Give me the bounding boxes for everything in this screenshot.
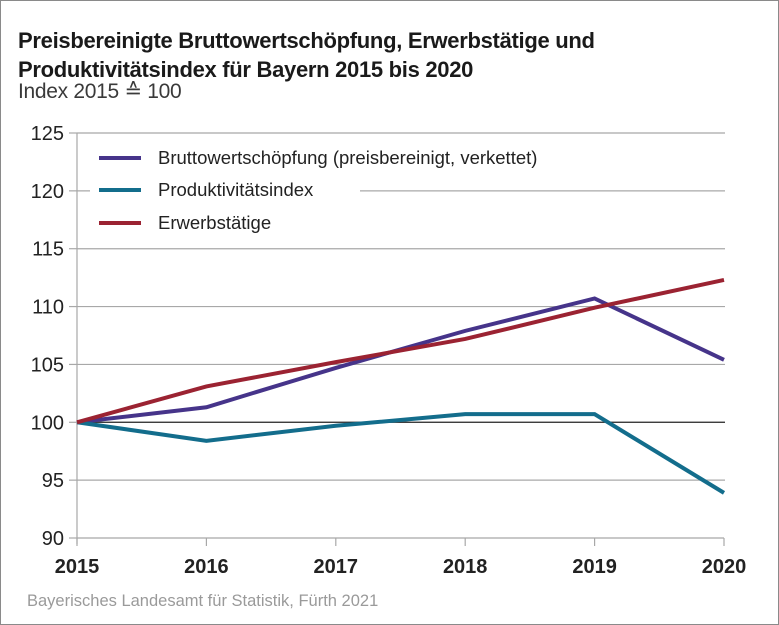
- x-tick-label: 2015: [55, 556, 100, 578]
- gridlines: [77, 132, 725, 481]
- x-tick-label: 2016: [184, 556, 229, 578]
- legend-label: Erwerbstätige: [158, 212, 271, 233]
- x-tick-label: 2019: [572, 556, 617, 578]
- series-line-1: [76, 412, 726, 495]
- series-line-0: [76, 296, 725, 425]
- x-tick-label: 2018: [443, 556, 488, 578]
- y-tick-label: 90: [42, 528, 64, 550]
- x-tick-label: 2017: [314, 556, 359, 578]
- legend-bg: [90, 142, 615, 170]
- y-tick-label: 105: [31, 354, 64, 376]
- legend-label: Bruttowertschöpfung (preisbereinigt, ver…: [158, 147, 537, 168]
- y-tick-label: 120: [31, 181, 64, 203]
- axes: 90 95 100 105 110 115 120 125 2015 2016 2017 2018 20…: [31, 123, 747, 578]
- legend-label: Produktivitätsindex: [158, 179, 314, 200]
- source-note: Bayerisches Landesamt für Statistik, Für…: [27, 592, 379, 610]
- chart-title-line2: Produktivitätsindex für Bayern 2015 bis …: [18, 57, 474, 82]
- x-tick-label: 2020: [702, 556, 747, 578]
- legend: Bruttowertschöpfung (preisbereinigt, ver…: [90, 142, 615, 235]
- y-tick-label: 115: [32, 239, 64, 261]
- series-lines: [76, 278, 726, 495]
- chart-subtitle: Index 2015 ≙ 100: [18, 80, 182, 103]
- series-line-2: [76, 278, 725, 425]
- y-tick-label: 100: [31, 412, 64, 434]
- chart-title: Preisbereinigte Bruttowertschöpfung, Erw…: [18, 26, 758, 84]
- chart-title-line1: Preisbereinigte Bruttowertschöpfung, Erw…: [18, 28, 595, 53]
- y-tick-label: 125: [31, 123, 64, 145]
- y-tick-label: 110: [32, 297, 64, 319]
- y-tick-label: 95: [42, 470, 64, 492]
